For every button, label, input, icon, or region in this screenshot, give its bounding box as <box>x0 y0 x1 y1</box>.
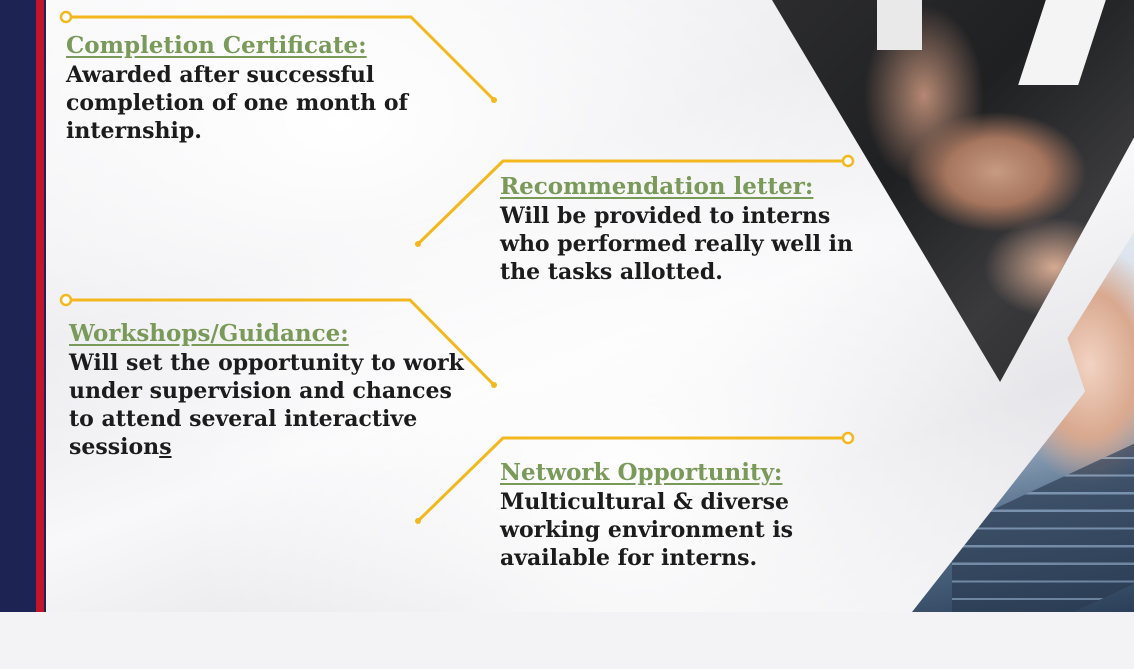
connector-dot-1 <box>59 10 73 24</box>
connector-lines <box>59 10 855 524</box>
left-accent-bar-red <box>36 0 44 612</box>
connector-end-dot-3 <box>491 382 497 388</box>
benefit-description: Will be provided to interns who performe… <box>500 203 853 285</box>
connector-line-1 <box>66 15 496 102</box>
benefit-network-opportunity: Network Opportunity: Multicultural & div… <box>500 459 860 572</box>
connector-end-dot-4 <box>415 518 421 524</box>
left-accent-bar-navy <box>0 0 36 612</box>
benefit-description: Multicultural & diverse working environm… <box>500 489 794 571</box>
connector-line-3 <box>66 298 496 387</box>
benefit-recommendation-letter: Recommendation letter: Will be provided … <box>500 173 880 286</box>
benefit-description: Awarded after successful completion of o… <box>66 62 408 144</box>
benefit-heading: Recommendation letter: <box>500 173 814 200</box>
left-accent-bar-line <box>44 0 46 612</box>
benefit-heading: Network Opportunity: <box>500 459 783 486</box>
benefit-workshops-guidance: Workshops/Guidance: Will set the opportu… <box>69 320 469 461</box>
connector-dot-2 <box>841 154 855 168</box>
benefit-completion-certificate: Completion Certificate: Awarded after su… <box>66 32 456 145</box>
shirt-sleeve <box>877 0 922 50</box>
connector-end-dot-2 <box>415 241 421 247</box>
benefit-heading: Completion Certificate: <box>66 32 367 59</box>
benefit-description-text: Will set the opportunity to work under s… <box>69 350 464 460</box>
connector-end-dot-1 <box>491 97 497 103</box>
connector-line-2 <box>416 159 848 246</box>
connector-line-4 <box>416 436 848 523</box>
benefit-heading: Workshops/Guidance: <box>69 320 349 347</box>
connector-dot-3 <box>59 293 73 307</box>
connector-dot-4 <box>841 431 855 445</box>
benefit-description-tail: s <box>159 434 172 460</box>
benefit-description: Will set the opportunity to work under s… <box>69 349 469 461</box>
